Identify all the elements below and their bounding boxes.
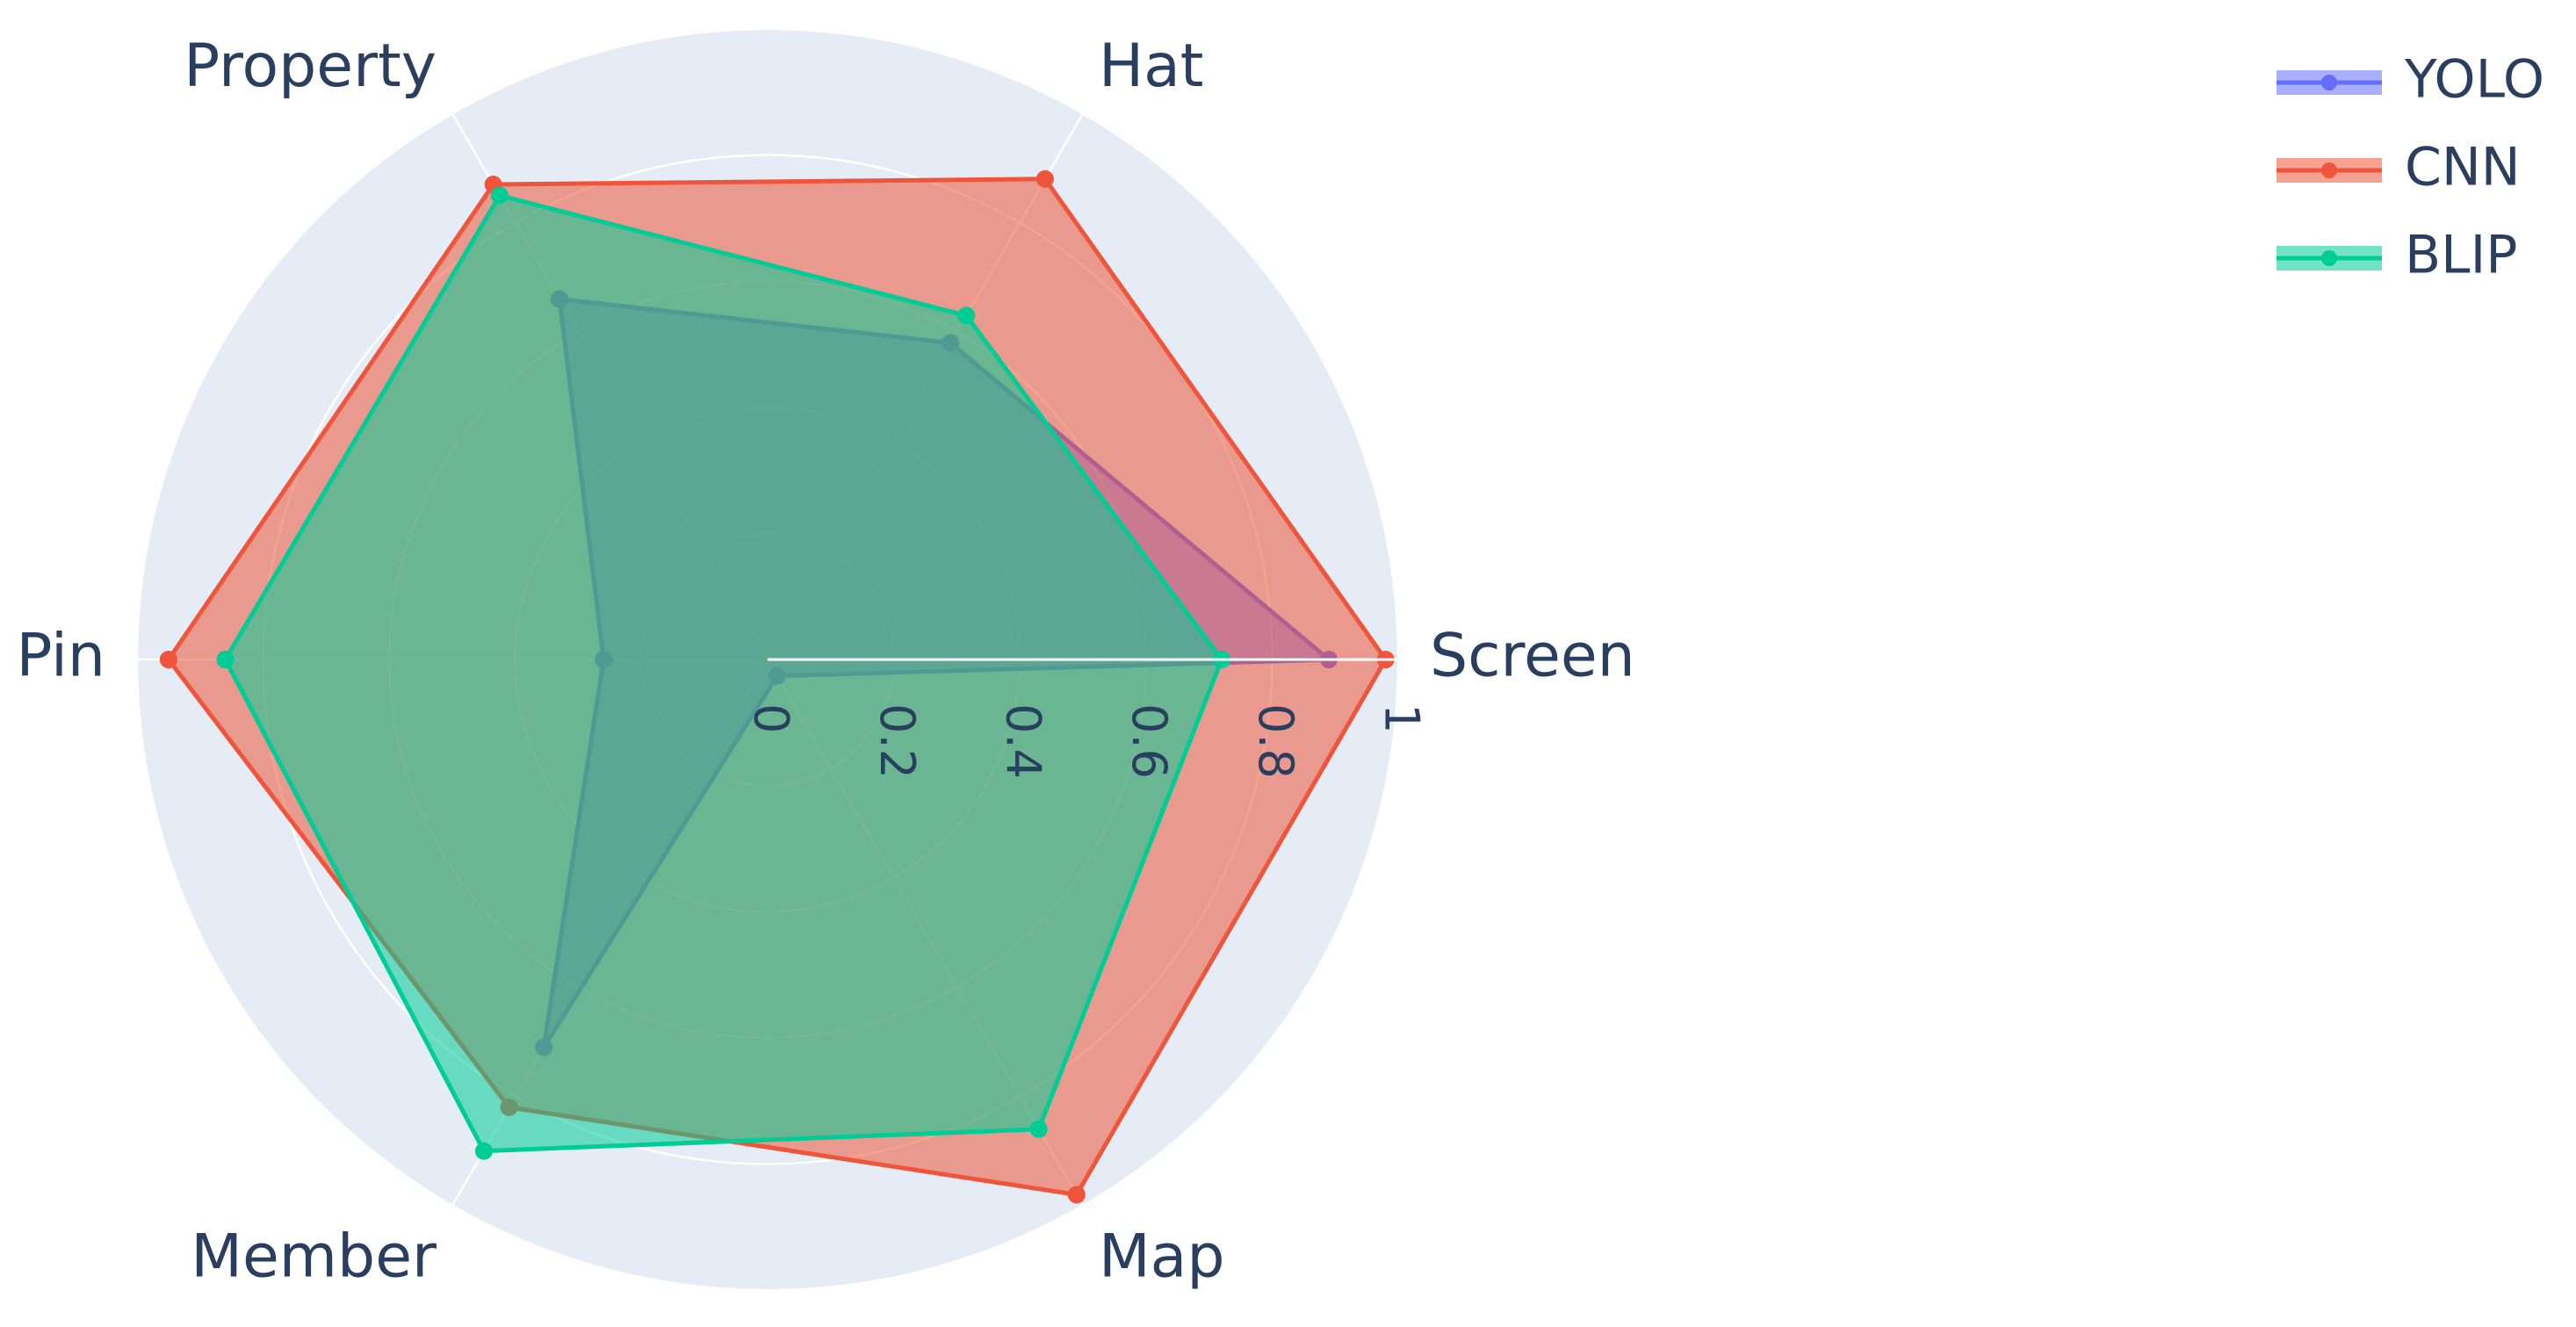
series-blip [216,186,1230,1160]
axis-label-screen: Screen [1430,622,1635,691]
radial-axis: 0 0.2 0.4 0.6 0.8 1 [743,658,1429,779]
axis-label-hat: Hat [1099,32,1203,101]
legend-item-yolo[interactable]: YOLO [2277,49,2544,111]
angular-axis-labels: Screen Hat Property Pin Member Map [16,32,1634,1292]
radial-tick-label: 0.8 [1248,703,1303,779]
legend-label-cnn: CNN [2405,137,2521,198]
radial-tick-label: 0.2 [869,703,925,779]
legend-item-blip[interactable]: BLIP [2277,225,2517,286]
point-blip-pin[interactable] [216,651,235,668]
radial-tick-label: 0.4 [996,703,1051,779]
point-cnn-hat[interactable] [1035,169,1054,188]
legend-marker-blip [2321,250,2337,266]
axis-label-property: Property [184,32,437,101]
point-cnn-map[interactable] [1067,1186,1086,1204]
radial-tick-label: 0 [743,703,798,733]
legend-label-yolo: YOLO [2404,49,2544,111]
legend-marker-yolo [2321,75,2337,90]
radial-tick-label: 1 [1374,703,1429,733]
point-blip-hat[interactable] [957,307,976,325]
legend-item-cnn[interactable]: CNN [2277,137,2521,198]
point-cnn-pin[interactable] [159,651,177,668]
point-blip-property[interactable] [490,186,509,205]
radial-tick-label: 0.6 [1122,703,1177,779]
legend-marker-cnn [2321,162,2337,178]
legend[interactable]: YOLO CNN BLIP [2277,49,2544,286]
series-layer [159,169,1395,1204]
axis-label-map: Map [1099,1222,1225,1292]
legend-label-blip: BLIP [2405,225,2517,286]
point-blip-member[interactable] [474,1142,493,1160]
axis-label-pin: Pin [16,622,105,691]
point-blip-map[interactable] [1029,1120,1048,1138]
axis-label-member: Member [191,1222,437,1292]
